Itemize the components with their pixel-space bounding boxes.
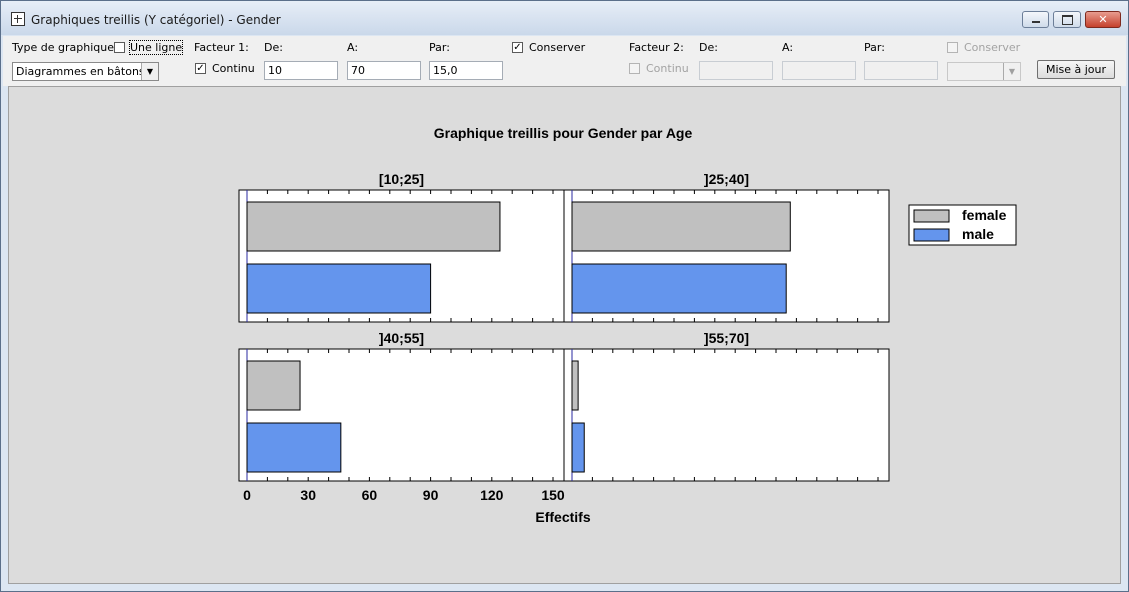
close-button[interactable]	[1085, 11, 1121, 28]
facteur1-par-input[interactable]	[429, 61, 503, 80]
facteur1-continu-label: Continu	[212, 62, 255, 75]
facteur1-conserver-checkbox[interactable]: ✓	[512, 42, 523, 53]
facteur2-par-input[interactable]	[864, 61, 938, 80]
panel-3: ]40;55]	[238, 330, 565, 482]
chart-area: Graphique treillis pour Gender par Age […	[8, 86, 1121, 584]
legend: female male	[908, 204, 1017, 246]
title-bar[interactable]: Graphiques treillis (Y catégoriel) - Gen…	[1, 1, 1128, 35]
x-tick-label: 0	[243, 487, 251, 503]
x-tick-label: 120	[480, 487, 504, 503]
panel-1: [10;25]	[238, 171, 565, 323]
facteur1-de-label: De:	[264, 41, 283, 54]
bar-female	[246, 201, 501, 252]
minimize-button[interactable]	[1022, 11, 1049, 28]
facteur1-par-label: Par:	[429, 41, 450, 54]
chart-type-select[interactable]: Diagrammes en bâtons ▼	[12, 62, 159, 81]
facteur1-de-input[interactable]	[264, 61, 338, 80]
facteur1-a-input[interactable]	[347, 61, 421, 80]
window-title: Graphiques treillis (Y catégoriel) - Gen…	[31, 13, 281, 27]
bar-male	[571, 263, 787, 314]
panel-label: [10;25]	[379, 171, 424, 187]
maximize-button[interactable]	[1053, 11, 1081, 28]
x-tick-label: 90	[423, 487, 439, 503]
facteur2-continu-label: Continu	[646, 62, 689, 75]
x-tick-label: 60	[362, 487, 378, 503]
panel-frame	[563, 348, 890, 482]
bar-male	[571, 422, 585, 473]
facteur1-conserver-label: Conserver	[529, 41, 586, 54]
panel-4: ]55;70]	[563, 330, 890, 482]
bar-female	[571, 360, 579, 411]
x-tick-label: 30	[300, 487, 316, 503]
panel-label: ]55;70]	[704, 330, 749, 346]
facteur1-label: Facteur 1:	[194, 41, 249, 54]
legend-label-female: female	[962, 207, 1007, 223]
une-ligne-label[interactable]: Une ligne	[128, 40, 184, 55]
une-ligne-checkbox[interactable]	[114, 42, 125, 53]
facteur2-conserver-checkbox[interactable]	[947, 42, 958, 53]
bar-female	[246, 360, 301, 411]
facteur2-de-label: De:	[699, 41, 718, 54]
facteur2-continu-checkbox[interactable]	[629, 63, 640, 74]
chevron-down-icon: ▼	[1003, 63, 1020, 80]
facteur2-a-label: A:	[782, 41, 794, 54]
options-toolbar: Type de graphique: Une ligne Diagrammes …	[3, 36, 1126, 86]
bar-female	[571, 201, 791, 252]
panel-label: ]25;40]	[704, 171, 749, 187]
facteur2-par-label: Par:	[864, 41, 885, 54]
bar-male	[246, 422, 342, 473]
legend-swatch-male	[913, 228, 950, 242]
facteur1-continu-checkbox[interactable]: ✓	[195, 63, 206, 74]
x-axis-label: Effectifs	[535, 509, 590, 525]
legend-label-male: male	[962, 226, 994, 242]
facteur2-conserver-label: Conserver	[964, 41, 1021, 54]
facteur2-a-input[interactable]	[782, 61, 856, 80]
panel-label: ]40;55]	[379, 330, 424, 346]
facteur1-a-label: A:	[347, 41, 359, 54]
facteur2-label: Facteur 2:	[629, 41, 684, 54]
x-tick-label: 150	[541, 487, 565, 503]
facteur2-select[interactable]: ▼	[947, 62, 1021, 81]
trellis-chart: Graphique treillis pour Gender par Age […	[238, 125, 1017, 525]
chart-type-label: Type de graphique:	[12, 41, 118, 54]
chevron-down-icon: ▼	[141, 63, 158, 80]
chart-title: Graphique treillis pour Gender par Age	[434, 125, 693, 141]
panel-2: ]25;40]	[563, 171, 890, 323]
update-button[interactable]: Mise à jour	[1037, 60, 1115, 79]
facteur2-de-input[interactable]	[699, 61, 773, 80]
trellis-chart-icon	[11, 12, 25, 26]
bar-male	[246, 263, 432, 314]
legend-swatch-female	[913, 209, 950, 223]
chart-type-value: Diagrammes en bâtons	[16, 65, 145, 78]
